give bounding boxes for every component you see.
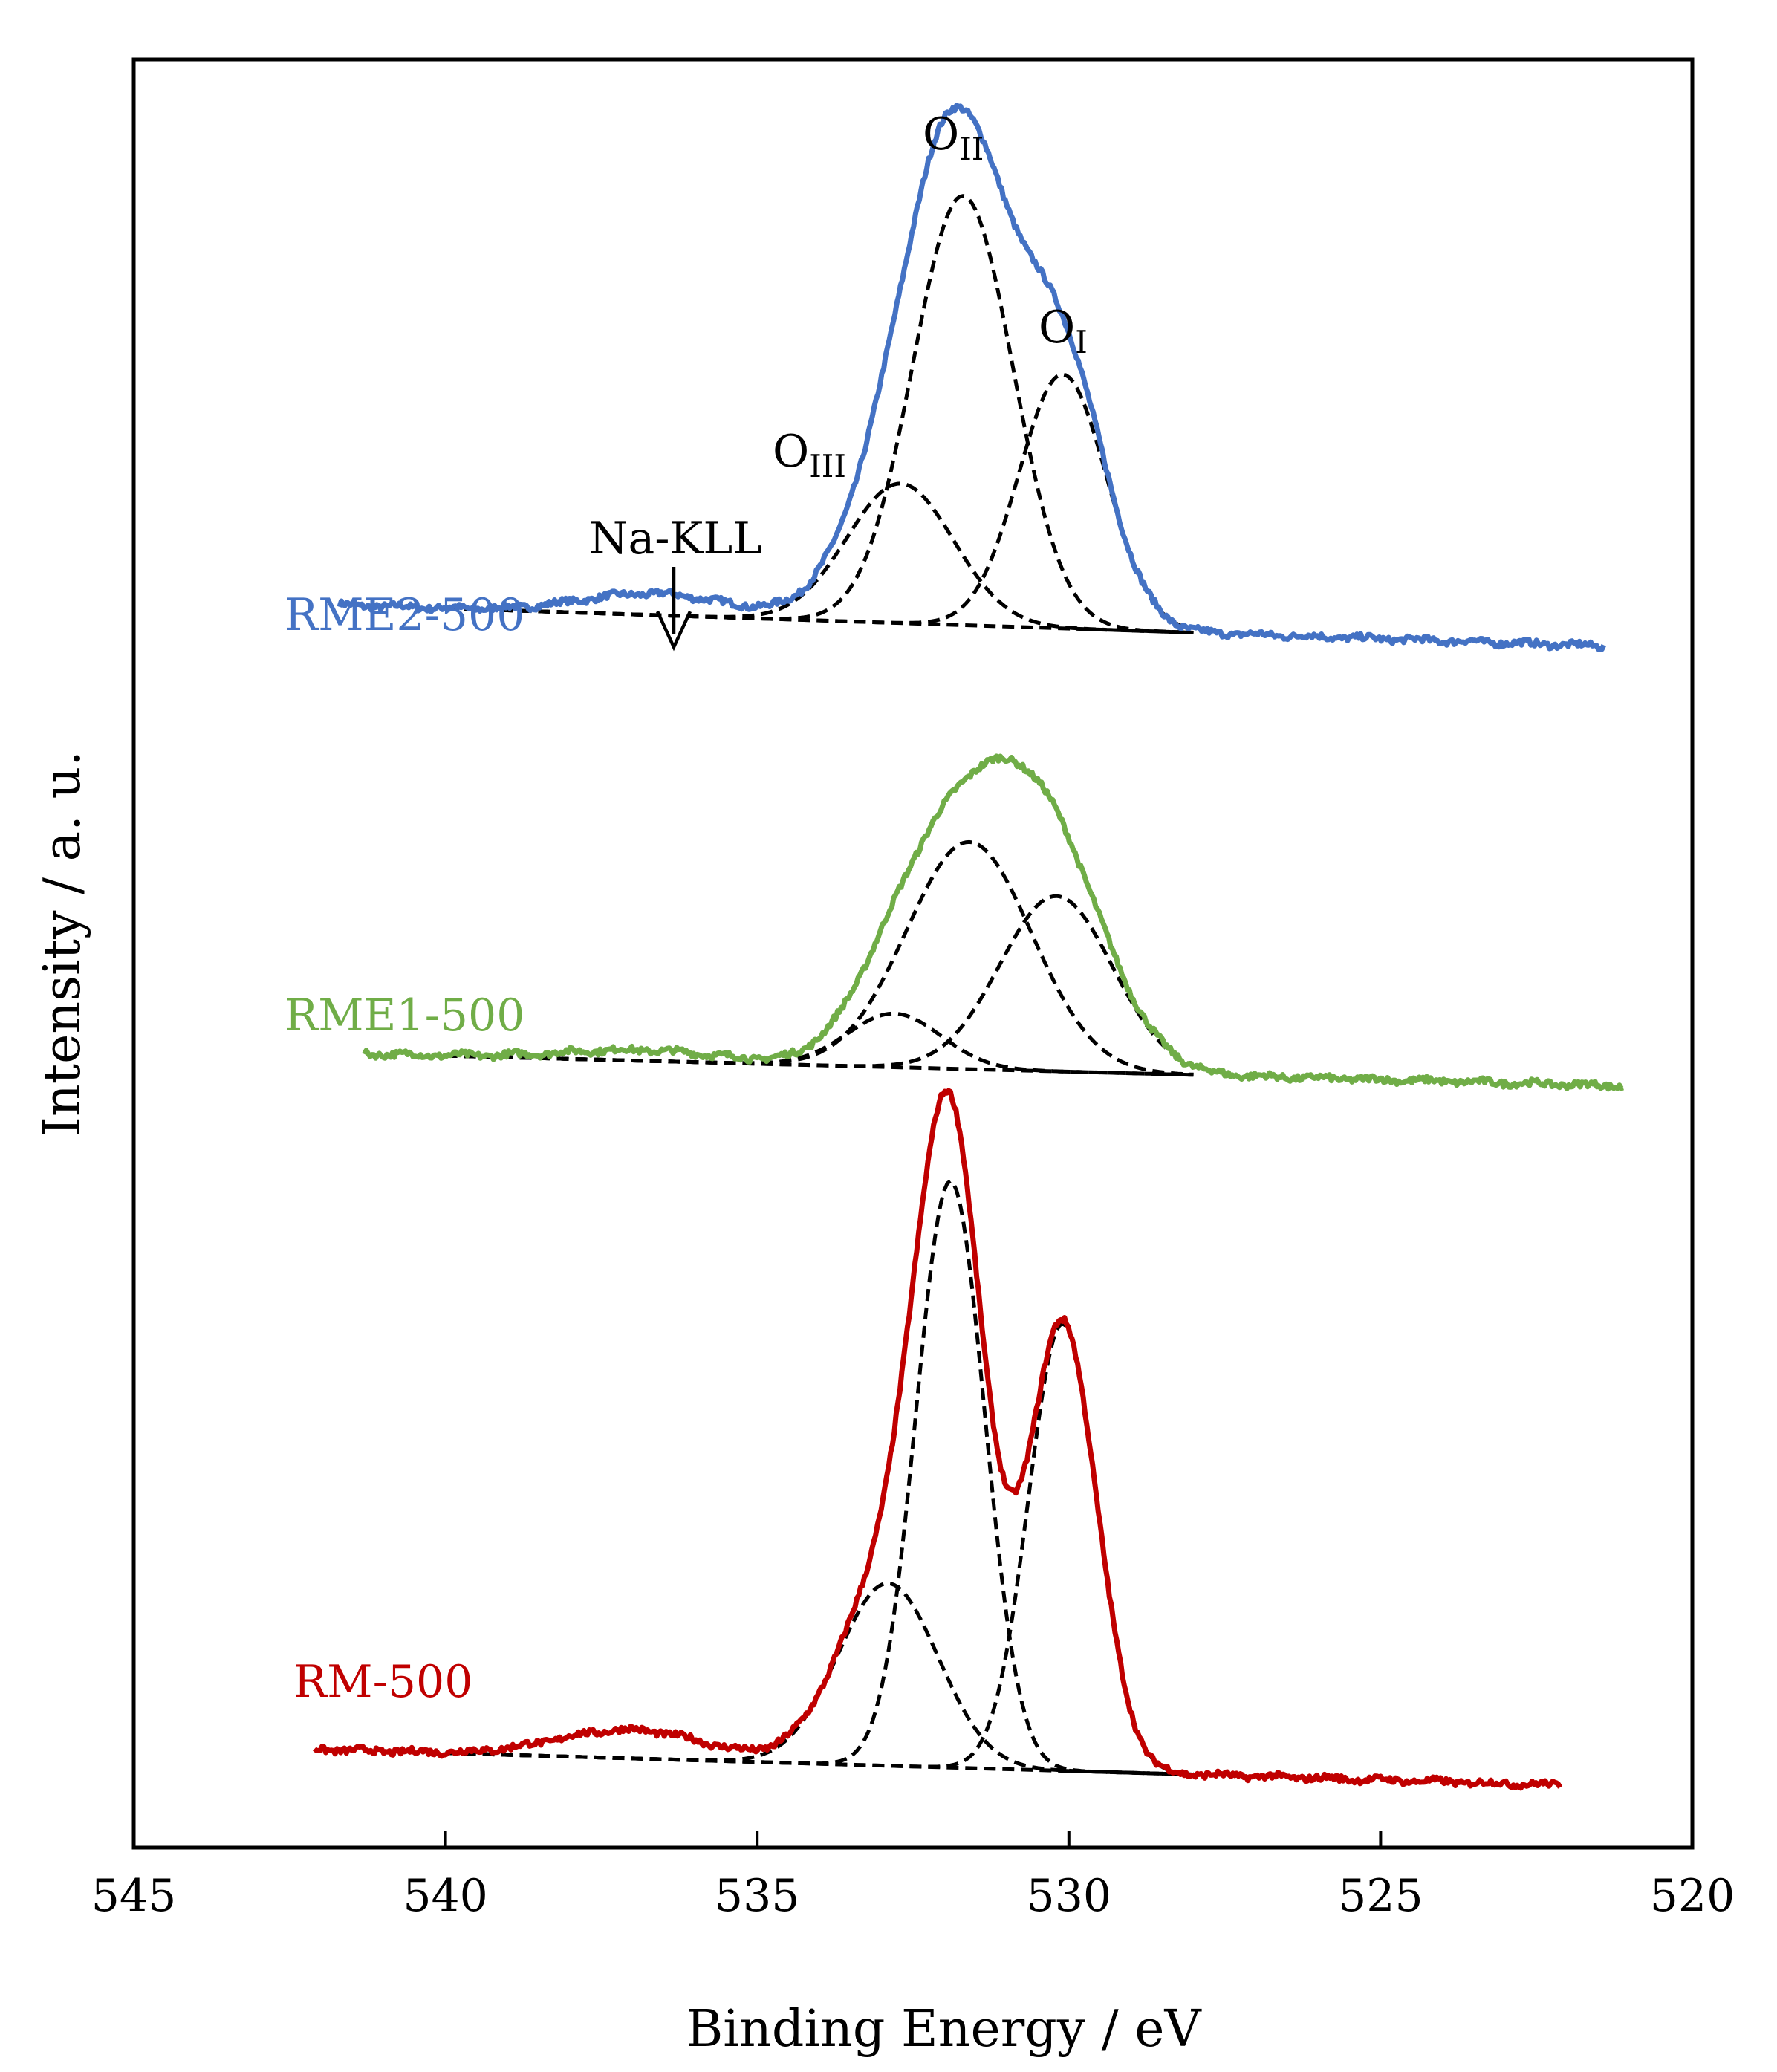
series-label-rme2: RME2-500 — [285, 589, 524, 641]
series-line-rme2-500 — [337, 103, 1606, 652]
rm-500-background — [445, 1751, 1194, 1777]
series-line-rm-500 — [313, 1088, 1563, 1791]
rm-500-component-o-iii — [445, 1581, 1194, 1777]
rme2-500-background — [445, 606, 1194, 634]
o-ii-sub: II — [959, 131, 984, 167]
x-tick-labels: 545 540 535 530 525 520 — [91, 1870, 1735, 1922]
peak-label-o-iii: OIII — [773, 426, 846, 484]
rme2-500-component-o-ii — [445, 194, 1194, 634]
o-iii-sub: III — [809, 448, 846, 484]
spectra-layer — [313, 103, 1624, 1791]
rme1-500-component-o-ii — [445, 839, 1194, 1076]
x-tick-label-525: 525 — [1338, 1870, 1423, 1922]
plot-area-frame — [131, 57, 1695, 1850]
peak-label-o-i: OI — [1039, 302, 1088, 360]
rme2-500-component-o-i — [445, 372, 1195, 632]
x-axis-title: Binding Energy / eV — [686, 2000, 1202, 2059]
o-ii-base: O — [923, 108, 959, 160]
series-line-rme1-500 — [362, 753, 1624, 1092]
peak-label-na-kll: Na-KLL — [589, 513, 762, 565]
o-i-sub: I — [1075, 324, 1088, 360]
x-tick-label-530: 530 — [1027, 1870, 1112, 1922]
na-kll-arrow-head — [655, 611, 692, 652]
o-iii-base: O — [773, 426, 809, 478]
na-kll-arrow — [655, 567, 692, 652]
series-label-rme1: RME1-500 — [285, 990, 524, 1042]
x-tick-label-545: 545 — [91, 1870, 177, 1922]
fitted-components-layer — [445, 194, 1195, 1777]
peak-label-o-ii: OII — [923, 108, 984, 167]
rme1-500-component-o-iii — [445, 1011, 1194, 1077]
x-tick-marks — [132, 1831, 1694, 1848]
x-tick-label-540: 540 — [403, 1870, 488, 1922]
series-label-rm: RM-500 — [293, 1656, 472, 1708]
o-i-base: O — [1039, 302, 1075, 354]
rme1-500-background — [445, 1053, 1194, 1077]
y-axis-title: Intensity / a. u. — [33, 750, 92, 1137]
x-tick-label-520: 520 — [1650, 1870, 1735, 1922]
x-tick-label-535: 535 — [715, 1870, 800, 1922]
